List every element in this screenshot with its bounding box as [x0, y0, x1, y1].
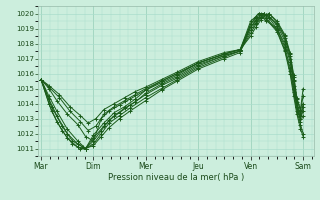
- X-axis label: Pression niveau de la mer( hPa ): Pression niveau de la mer( hPa ): [108, 173, 244, 182]
